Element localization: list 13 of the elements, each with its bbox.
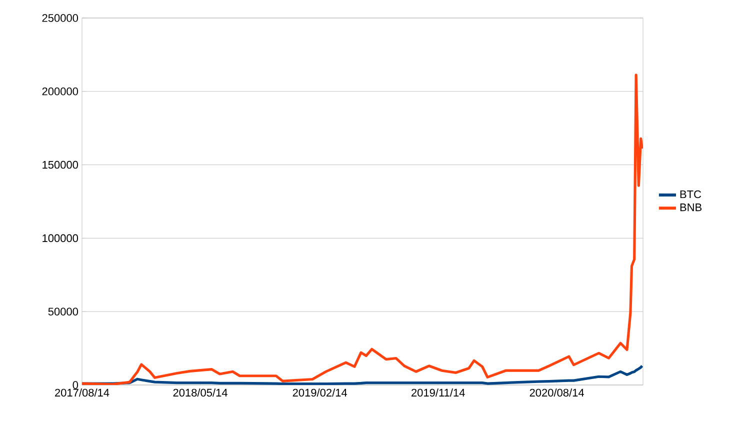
x-tick-label: 2019/02/14: [292, 388, 348, 397]
y-tick-label: 250000: [42, 14, 78, 22]
x-tick-label: 2019/11/14: [412, 388, 465, 397]
legend-label: BTC: [680, 190, 702, 198]
y-tick-label: 50000: [48, 308, 78, 316]
x-tick-label: 2018/05/14: [173, 388, 228, 397]
x-tick-label: 2017/08/14: [55, 388, 110, 397]
y-tick-label: 100000: [42, 234, 78, 242]
y-tick-label: 150000: [42, 160, 78, 169]
y-tick-label: 200000: [42, 88, 78, 96]
legend-label: BNB: [680, 204, 702, 212]
y-tick-label: 0: [72, 381, 78, 389]
x-tick-label: 2020/08/14: [530, 388, 584, 397]
